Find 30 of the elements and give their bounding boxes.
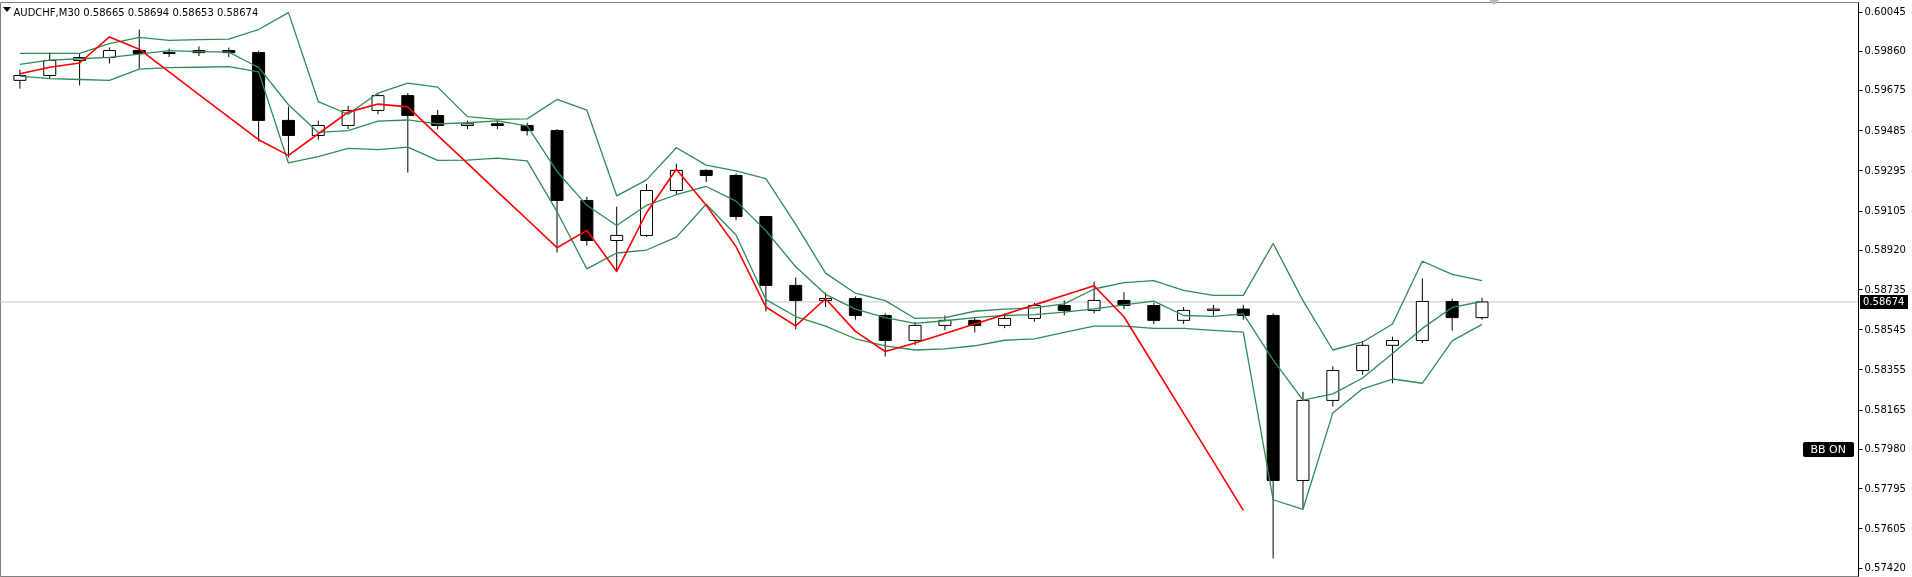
chart-title: AUDCHF,M30 0.58665 0.58694 0.58653 0.58674 xyxy=(13,7,259,18)
y-tick-label: 0.58165 xyxy=(1864,404,1906,416)
candlestick xyxy=(908,321,922,346)
y-tick-label: 0.60045 xyxy=(1864,6,1906,18)
candlestick xyxy=(281,106,295,158)
candlestick xyxy=(1445,298,1459,332)
y-tick-label: 0.58545 xyxy=(1864,323,1906,335)
y-tick-label: 0.59675 xyxy=(1864,84,1906,96)
candlestick xyxy=(610,206,624,272)
y-tick-label: 0.57980 xyxy=(1864,443,1906,455)
ref-line-label: 0.58674 xyxy=(1863,295,1905,307)
y-tick-label: 0.58355 xyxy=(1864,363,1906,375)
y-tick-label: 0.58920 xyxy=(1864,244,1906,256)
y-tick-label: 0.57605 xyxy=(1864,522,1906,534)
candlestick xyxy=(162,48,176,58)
y-tick-label: 0.58735 xyxy=(1864,283,1906,295)
y-tick-label: 0.59295 xyxy=(1864,164,1906,176)
candlestick xyxy=(789,277,803,330)
y-tick-label: 0.59860 xyxy=(1864,45,1906,57)
y-tick-label: 0.57795 xyxy=(1864,482,1906,494)
candlestick xyxy=(13,69,27,90)
y-tick-label: 0.59485 xyxy=(1864,124,1906,136)
y-tick-label: 0.59105 xyxy=(1864,205,1906,217)
candlestick xyxy=(1147,302,1161,325)
candlestick xyxy=(1087,281,1101,314)
text: BB ON xyxy=(1802,442,1854,457)
candlestick xyxy=(401,92,415,174)
y-tick-label: 0.57420 xyxy=(1864,562,1906,574)
candlestick xyxy=(1475,297,1489,321)
candlestick xyxy=(1385,336,1399,384)
